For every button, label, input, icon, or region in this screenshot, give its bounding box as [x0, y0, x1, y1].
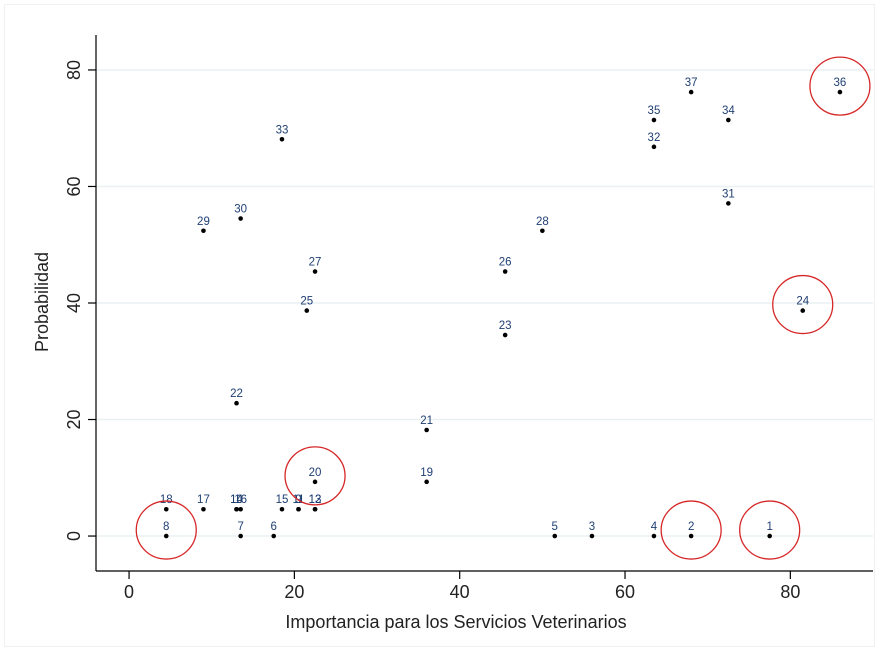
point-label-28: 28 — [536, 216, 549, 228]
highlight-ring-8 — [135, 500, 197, 560]
point-label-30: 30 — [234, 204, 247, 216]
y-tick-label-0: 0 — [64, 531, 84, 541]
point-label-1: 1 — [766, 521, 772, 533]
point-label-22: 22 — [230, 388, 243, 400]
x-tick-label-40: 40 — [450, 582, 470, 602]
highlight-ring-24 — [772, 274, 834, 335]
point-label-21: 21 — [420, 415, 433, 427]
data-point-14 — [234, 506, 239, 512]
data-point-35 — [651, 117, 657, 123]
point-label-24: 24 — [796, 296, 809, 308]
point-label-6: 6 — [271, 521, 277, 533]
x-tick-label-80: 80 — [780, 582, 800, 602]
data-point-37 — [688, 89, 694, 95]
point-label-25: 25 — [300, 296, 313, 308]
point-label-32: 32 — [648, 132, 661, 144]
point-label-15: 15 — [276, 494, 289, 506]
y-tick-label-20: 20 — [64, 410, 84, 430]
point-label-3: 3 — [589, 521, 595, 533]
y-axis-title: Probabilidad — [32, 252, 52, 352]
highlight-ring-36 — [809, 56, 871, 116]
point-label-26: 26 — [499, 257, 512, 269]
data-point-11 — [296, 506, 301, 512]
chart-border — [4, 4, 875, 647]
point-label-2: 2 — [688, 521, 694, 533]
highlight-ring-20 — [284, 446, 346, 506]
point-label-5: 5 — [552, 521, 558, 533]
x-tick-label-20: 20 — [284, 582, 304, 602]
data-point-27 — [312, 269, 318, 274]
data-point-28 — [540, 228, 545, 234]
data-point-4 — [651, 533, 657, 539]
data-point-24 — [800, 308, 806, 313]
data-point-32 — [651, 144, 657, 150]
data-point-26 — [502, 269, 508, 274]
point-label-13: 13 — [309, 494, 322, 506]
highlight-ring-1 — [739, 500, 801, 560]
point-label-7: 7 — [237, 521, 243, 533]
x-tick-label-60: 60 — [615, 582, 635, 602]
point-label-37: 37 — [685, 77, 698, 89]
data-point-13 — [312, 506, 318, 512]
data-point-29 — [201, 228, 206, 234]
point-label-12: 12 — [309, 494, 322, 506]
y-tick-label-40: 40 — [64, 293, 84, 313]
point-label-33: 33 — [276, 124, 289, 136]
point-label-19: 19 — [420, 467, 433, 479]
point-label-27: 27 — [309, 257, 322, 269]
point-label-14: 14 — [230, 494, 243, 506]
data-point-6 — [271, 533, 277, 539]
data-point-20 — [312, 479, 318, 485]
point-label-16: 16 — [234, 494, 247, 506]
point-label-10: 10 — [230, 494, 243, 506]
data-point-34 — [726, 117, 731, 123]
point-label-29: 29 — [197, 216, 210, 228]
data-point-2 — [688, 533, 694, 539]
data-point-16 — [238, 506, 243, 512]
point-label-36: 36 — [834, 77, 847, 89]
grid-lines — [96, 69, 873, 537]
data-point-18 — [163, 506, 169, 512]
data-point-31 — [726, 201, 731, 206]
point-label-8: 8 — [163, 521, 169, 533]
point-label-23: 23 — [499, 320, 512, 332]
data-point-5 — [552, 533, 558, 539]
data-point-3 — [589, 533, 595, 539]
point-label-4: 4 — [651, 521, 658, 533]
point-label-18: 18 — [160, 494, 173, 506]
tick-marks: 0 20 40 60 80 0 20 40 60 80 — [64, 60, 800, 602]
data-point-22 — [234, 400, 239, 406]
point-label-35: 35 — [648, 105, 661, 117]
point-label-34: 34 — [722, 105, 735, 117]
data-point-19 — [424, 479, 429, 485]
x-axis-title: Importancia para los Servicios Veterinar… — [285, 612, 626, 632]
data-point-21 — [424, 427, 429, 433]
data-point-8 — [163, 533, 169, 539]
highlight-ring-2 — [660, 500, 722, 560]
data-point-33 — [279, 136, 285, 142]
data-point-1 — [767, 533, 772, 539]
point-label-17: 17 — [197, 494, 210, 506]
highlight-rings — [135, 56, 871, 560]
point-label-31: 31 — [722, 188, 735, 200]
data-point-30 — [238, 216, 243, 221]
data-point-25 — [304, 308, 310, 313]
x-tick-label-0: 0 — [124, 582, 134, 602]
y-tick-label-60: 60 — [64, 176, 84, 196]
data-point-17 — [201, 506, 206, 512]
point-label-20: 20 — [309, 467, 322, 479]
data-point-23 — [502, 332, 508, 338]
data-point-36 — [837, 89, 843, 95]
data-points — [163, 89, 843, 539]
y-tick-label-80: 80 — [64, 60, 84, 80]
data-point-7 — [238, 533, 243, 539]
data-point-15 — [279, 506, 285, 512]
